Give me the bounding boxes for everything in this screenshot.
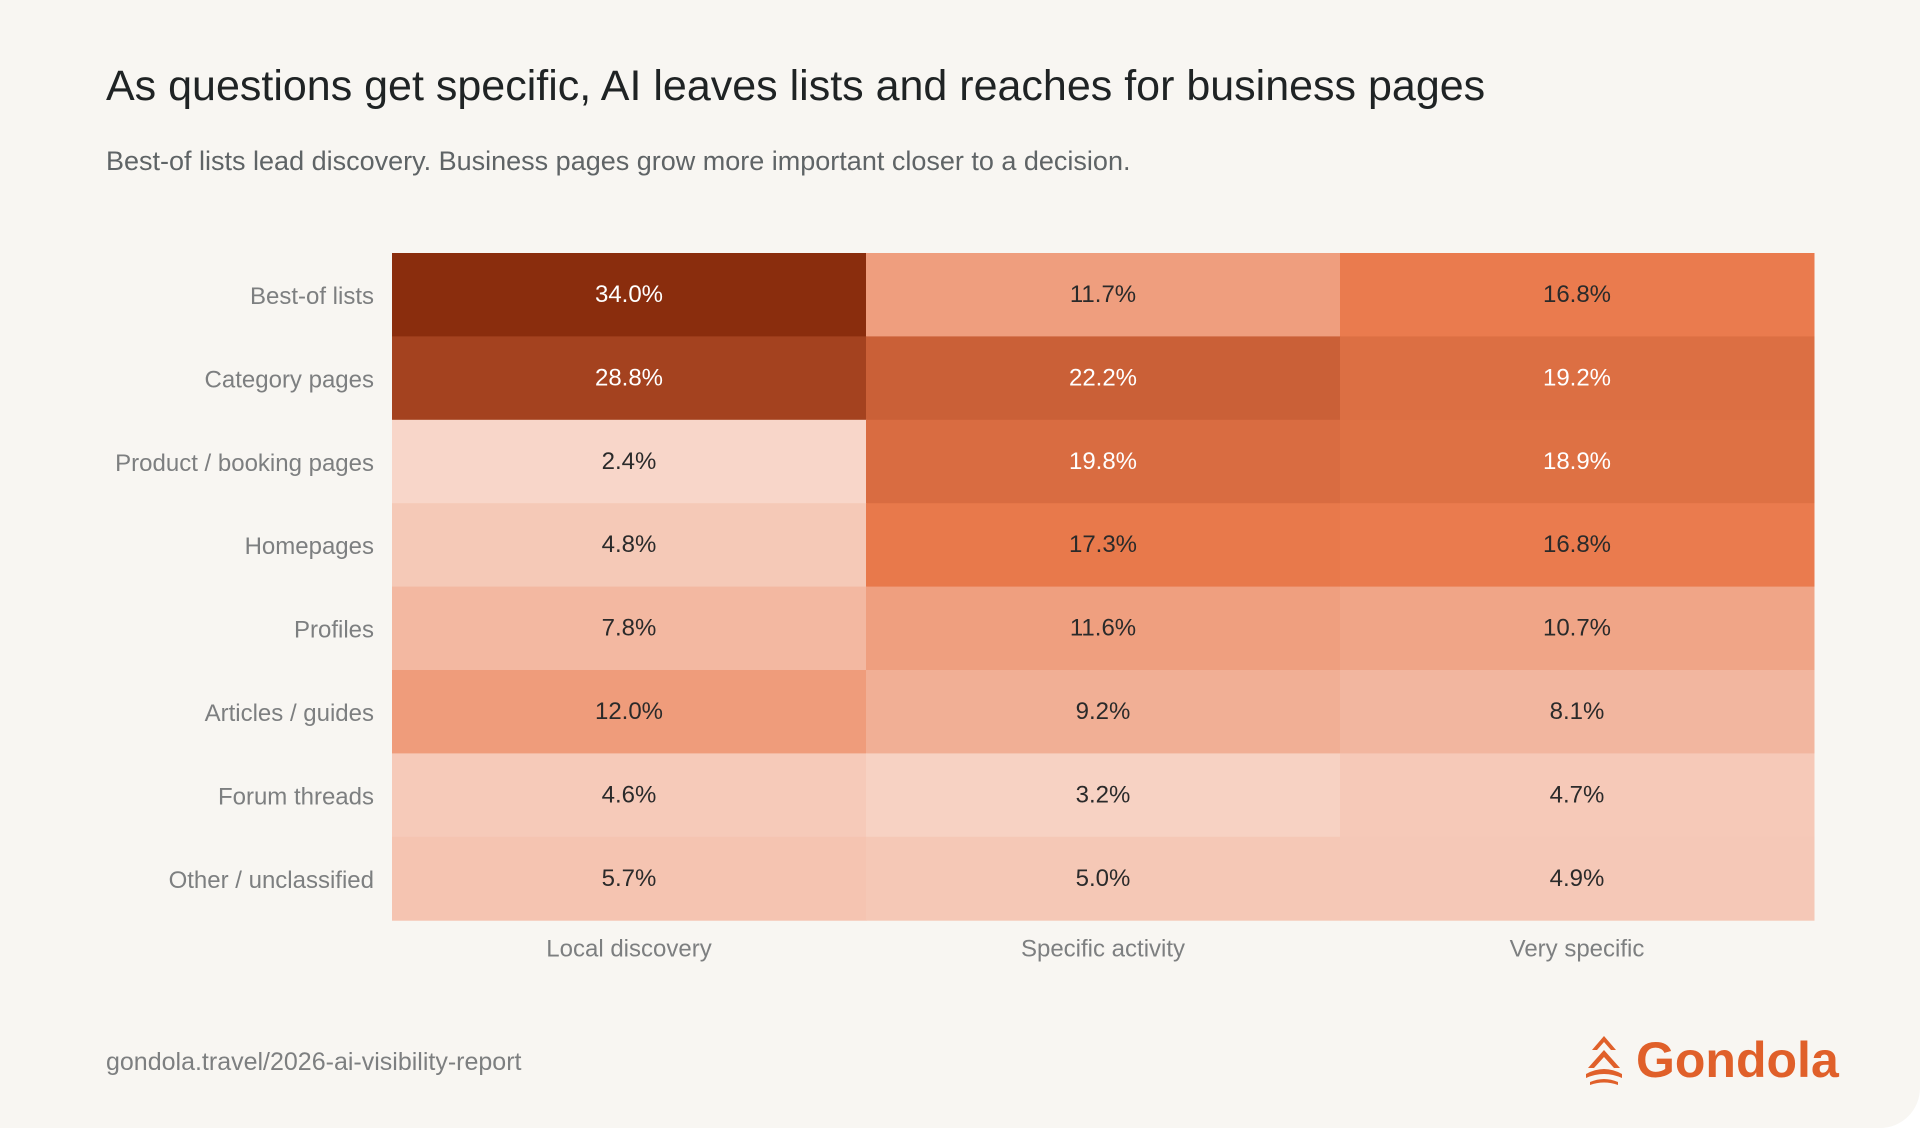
heatmap-cell [1340,753,1815,838]
cell-value-label: 11.6% [1070,615,1136,642]
cell-value-label: 4.8% [602,531,657,558]
cell-value-label: 28.8% [595,364,663,391]
cell-value-label: 34.0% [595,281,663,308]
heatmap-chart: 34.0% 11.7% 16.8% 28.8% 22.2% 19.2% 2.4% 19.8% 1… [115,253,1815,963]
cell-value-label: 12.0% [595,698,663,725]
heatmap-cell [1340,419,1815,504]
cell-value-label: 11.7% [1070,281,1136,308]
brand-logo: Gondola [1582,1030,1839,1090]
heatmap-cell [866,753,1341,838]
row-label: Product / booking pages [115,450,374,477]
heatmap-cell [392,253,867,337]
heatmap-cell [866,253,1341,337]
heatmap-cell [1340,836,1815,921]
cell-value-label: 18.9% [1543,448,1611,475]
cell-value-label: 8.1% [1550,698,1605,725]
cell-value-label: 19.2% [1543,364,1611,391]
heatmap-cell [392,336,867,421]
brand-name: Gondola [1636,1032,1839,1088]
cell-value-label: 10.7% [1543,615,1611,642]
cell-value-label: 7.8% [602,615,657,642]
heatmap-cell [392,670,867,754]
heatmap-cell [866,503,1341,588]
heatmap-cell [1340,336,1815,421]
column-label: Local discovery [546,936,711,963]
heatmap-cell [1340,670,1815,754]
cell-value-label: 4.9% [1550,865,1605,892]
heatmap-cell [392,586,867,671]
gondola-logo-icon [1586,1036,1622,1085]
cell-value-label: 3.2% [1076,781,1131,808]
heatmap-cell [866,419,1341,504]
cell-value-label: 17.3% [1069,531,1137,558]
heatmap-cell [392,836,867,921]
cell-value-label: 4.7% [1550,781,1605,808]
heatmap-cell [866,670,1341,754]
heatmap-cell [1340,503,1815,588]
heatmap-cell [392,503,867,588]
row-label: Category pages [205,366,374,393]
heatmap-cell [392,419,867,504]
heatmap-cell [866,836,1341,921]
cell-value-label: 16.8% [1543,281,1611,308]
column-label: Specific activity [1021,936,1185,963]
cell-value-label: 5.0% [1076,865,1131,892]
cell-value-label: 5.7% [602,865,657,892]
row-label: Other / unclassified [169,867,374,894]
heatmap-cell [866,336,1341,421]
heatmap-cell [866,586,1341,671]
cell-value-label: 4.6% [602,781,657,808]
chart-title: As questions get specific, AI leaves lis… [106,62,1486,110]
heatmap-cell [1340,253,1815,337]
row-label: Forum threads [218,783,374,810]
heatmap-cell [1340,586,1815,671]
source-url: gondola.travel/2026-ai-visibility-report [106,1048,522,1076]
row-label: Articles / guides [205,700,374,727]
column-label: Very specific [1510,936,1645,963]
row-label: Homepages [245,533,374,560]
cell-value-label: 19.8% [1069,448,1137,475]
cell-value-label: 16.8% [1543,531,1611,558]
row-label: Profiles [294,617,374,644]
heatmap-cell [392,753,867,838]
cell-value-label: 22.2% [1069,364,1137,391]
cell-value-label: 9.2% [1076,698,1131,725]
chart-subtitle: Best-of lists lead discovery. Business p… [106,146,1131,176]
cell-value-label: 2.4% [602,448,657,475]
row-label: Best-of lists [250,283,374,310]
